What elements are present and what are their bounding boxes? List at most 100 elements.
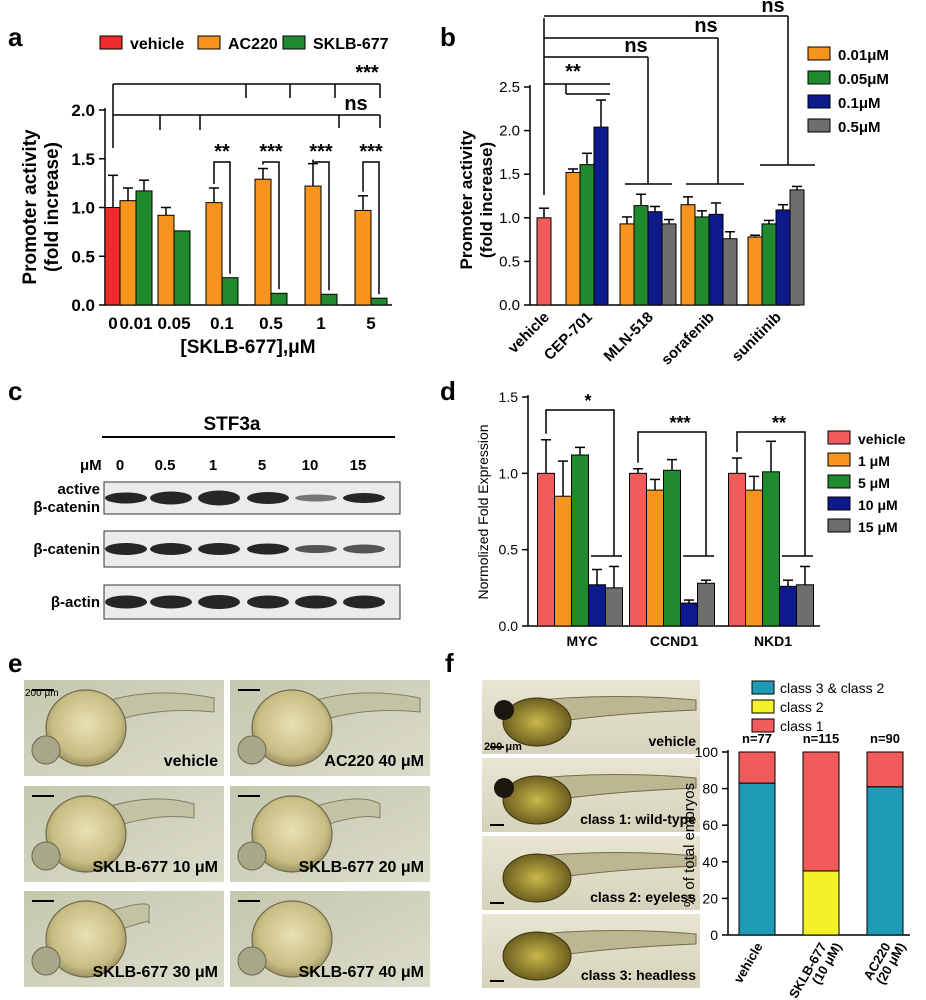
significance-label: **	[772, 413, 786, 433]
blot-title: STF3a	[203, 414, 260, 435]
legend-swatch	[807, 46, 831, 61]
bar-AC220	[119, 200, 137, 306]
legend-label: vehicle	[858, 431, 906, 447]
blot-band	[343, 544, 385, 554]
x-tick-label: 1	[316, 314, 325, 333]
bar-0.05μM	[761, 223, 777, 306]
y-axis-label: Promoter activity	[20, 129, 41, 285]
bar-1 μM	[646, 489, 664, 627]
significance-label: **	[565, 61, 581, 83]
legend-label: 5 μM	[858, 475, 890, 491]
y-axis-label: % of total embryos	[681, 783, 698, 907]
legend-label: AC220	[228, 36, 278, 53]
bar-0.1μM	[593, 126, 609, 306]
blot-band	[295, 494, 337, 502]
legend-swatch	[827, 452, 851, 467]
significance-label: ns	[624, 35, 647, 57]
significance-bracket	[736, 431, 806, 556]
x-tick-label: MYC	[566, 633, 597, 649]
legend-label: 0.05μM	[838, 71, 889, 88]
x-tick-label: 0.05	[157, 314, 190, 333]
legend-label: 10 μM	[858, 497, 898, 513]
embryo-condition-label: AC220 40 μM	[324, 753, 424, 770]
y-tick-label: 1.0	[71, 199, 95, 218]
bar-class 2	[802, 870, 840, 936]
embryo-class-label: vehicle	[649, 733, 697, 749]
bar-5 μM	[762, 471, 780, 627]
bar-0.01μM	[619, 223, 635, 306]
dose-label: 0.5	[155, 457, 176, 474]
bar-10 μM	[779, 585, 797, 627]
bar-0.05μM	[579, 164, 595, 306]
embryo-yolk	[45, 689, 127, 767]
panel-letter-e: e	[8, 648, 22, 678]
x-tick-label: MLN-518	[601, 309, 657, 365]
embryo-class-label: class 1: wild-type	[580, 811, 696, 827]
legend-label: 0.01μM	[838, 47, 889, 64]
panel-e-embryo-images: vehicle AC220 40 μM SKLB-677 10 μM SKLB-677…	[24, 680, 430, 987]
legend-label: 15 μM	[858, 519, 898, 535]
blot-band	[105, 595, 147, 609]
bar-15 μM	[605, 587, 623, 627]
significance-label: ns	[761, 0, 784, 17]
count-label: n=77	[742, 731, 772, 746]
legend-swatch	[99, 35, 123, 50]
embryo-yolk	[251, 900, 333, 978]
bar-vehicle	[537, 472, 555, 627]
bar-vehicle	[536, 217, 552, 306]
bar-SKLB-677	[221, 277, 239, 306]
blot-band	[105, 543, 147, 555]
legend-label: class 2	[780, 699, 824, 715]
bar-1 μM	[554, 495, 572, 627]
significance-label: *	[584, 391, 591, 411]
embryo-head	[237, 946, 267, 976]
significance-label: ns	[344, 93, 367, 115]
x-tick-label: sunitinib	[729, 309, 785, 365]
bar-0.1μM	[775, 209, 791, 306]
y-tick-label: 2.5	[499, 79, 520, 96]
embryo-yolk	[45, 795, 127, 873]
panel-letter-b: b	[440, 22, 456, 52]
bar-SKLB-677	[173, 230, 191, 306]
blot-band	[198, 490, 240, 506]
significance-label: **	[214, 141, 230, 163]
blot-band	[247, 492, 289, 504]
y-tick-label: 100	[695, 744, 719, 760]
scale-bar-label: 200 μm	[484, 741, 522, 753]
bar-AC220	[354, 209, 372, 306]
embryo-eye	[494, 778, 514, 798]
legend-label: 0.1μM	[838, 95, 881, 112]
y-tick-label: 1.5	[71, 150, 95, 169]
panel-a-chart: 0.0 0.5 1.0 1.5 2.0 Promoter activity (fold in…	[20, 35, 392, 358]
bar-5 μM	[663, 469, 681, 627]
bar-1 μM	[745, 489, 763, 627]
significance-label: ***	[355, 62, 379, 84]
y-axis-label: Promoter activity	[457, 130, 476, 269]
count-label: n=90	[870, 731, 900, 746]
significance-label: ***	[669, 413, 690, 433]
blot-row-label: β-catenin	[33, 499, 100, 516]
blot-row-label: β-actin	[51, 594, 100, 611]
x-tick-label: 0.01	[119, 314, 152, 333]
y-tick-label: 1.0	[499, 210, 520, 227]
y-tick-label: 1.0	[499, 465, 519, 481]
embryo-yolk	[502, 697, 572, 747]
y-axis-label: Normolized Fold Expression	[475, 424, 491, 599]
embryo-condition-label: SKLB-677 20 μM	[299, 859, 424, 876]
legend-swatch	[827, 518, 851, 533]
embryo-eye	[494, 700, 514, 720]
bar-0.01μM	[747, 236, 763, 306]
dose-label: 1	[209, 457, 217, 474]
panel-letter-a: a	[8, 22, 23, 52]
panel-d-chart: 0.0 0.5 1.0 1.5 Normolized Fold Expression MY…	[475, 389, 906, 649]
significance-label: ns	[694, 15, 717, 37]
legend-swatch	[751, 718, 775, 733]
legend-swatch	[197, 35, 221, 50]
embryo-head	[31, 946, 61, 976]
embryo-head	[31, 841, 61, 871]
bar-15 μM	[697, 582, 715, 627]
bar-SKLB-677	[135, 190, 153, 306]
embryo-yolk	[502, 853, 572, 903]
